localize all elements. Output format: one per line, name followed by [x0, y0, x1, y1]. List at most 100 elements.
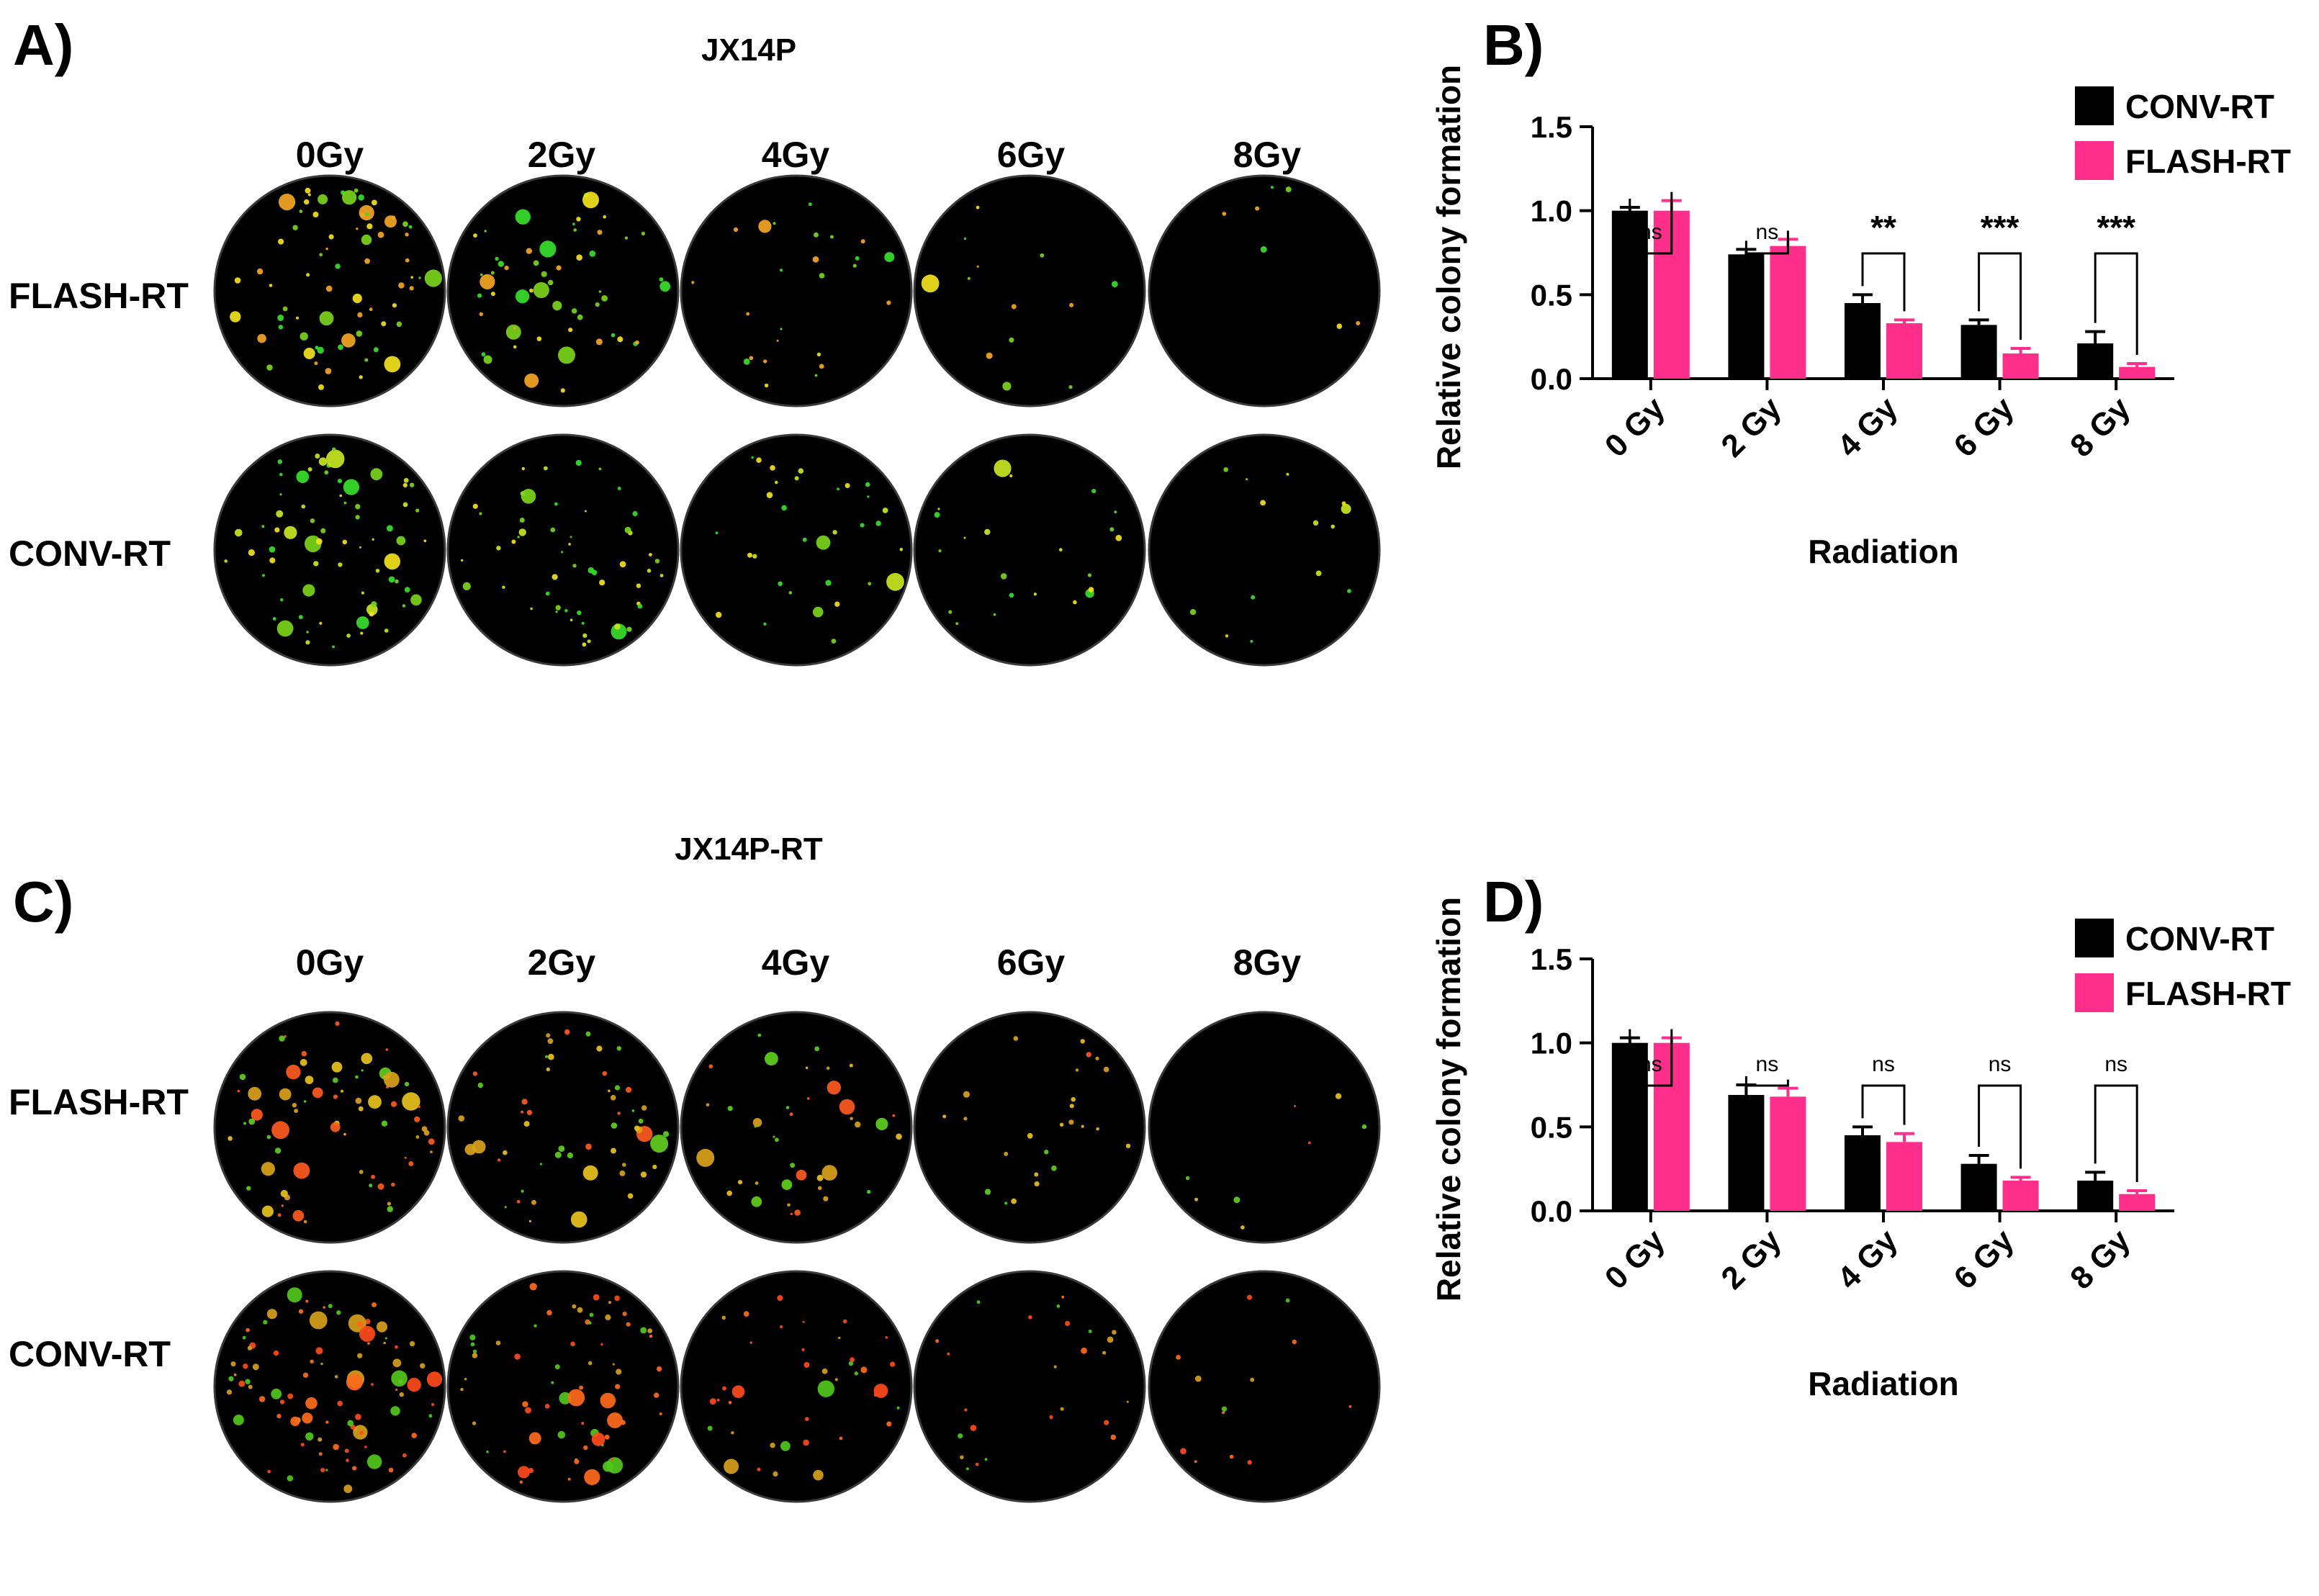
colony-dot — [430, 1150, 433, 1153]
dose-label: 2Gy — [528, 135, 596, 175]
colony-dot — [1194, 1460, 1197, 1464]
colony-dot — [975, 1462, 979, 1466]
colony-dot — [238, 1380, 246, 1387]
colony-dot — [302, 584, 315, 597]
colony-dot — [431, 1403, 434, 1406]
colony-dot — [358, 1106, 364, 1112]
colony-dot — [994, 459, 1012, 477]
colony-dot — [896, 1406, 900, 1410]
colony-dot — [310, 1359, 315, 1364]
colony-dot — [963, 237, 967, 240]
colony-dot — [1221, 1406, 1228, 1412]
colony-dot — [320, 1468, 325, 1473]
colony-dot — [564, 609, 568, 613]
colony-dot — [1225, 634, 1229, 638]
colony-dot — [325, 1469, 328, 1471]
colony-dot — [320, 1362, 323, 1366]
colony-dot — [756, 457, 762, 463]
colony-dot — [335, 263, 341, 269]
colony-dot — [387, 1206, 393, 1212]
colony-dot — [460, 1387, 464, 1392]
colony-dot — [307, 193, 311, 197]
colony-dot — [814, 232, 819, 238]
colony-dot — [428, 1138, 435, 1145]
colony-dot — [1335, 1093, 1342, 1099]
colony-dot — [361, 234, 372, 245]
colony-dot — [404, 587, 410, 592]
colony-dot — [825, 580, 832, 586]
colony-dot — [251, 1109, 263, 1121]
colony-dot — [226, 1389, 233, 1395]
colony-dot — [1033, 592, 1037, 596]
colony-dot — [577, 314, 583, 320]
colony-dot — [635, 340, 639, 345]
panel-c-title: JX14P-RT — [675, 831, 823, 867]
colony-dot — [239, 1073, 246, 1081]
colony-dot — [1176, 1355, 1181, 1360]
colony-dot — [544, 466, 548, 471]
colony-dot — [356, 616, 369, 629]
colony-dot — [261, 1162, 275, 1176]
colony-dot — [896, 1133, 902, 1140]
colony-dot — [277, 1213, 282, 1217]
colony-dot — [581, 1421, 585, 1425]
colony-dot — [582, 642, 587, 647]
colony-dot — [477, 293, 482, 298]
panel-c-dish-grid — [213, 1011, 1381, 1503]
colony-dot — [368, 1095, 382, 1109]
colony-dot — [984, 528, 991, 536]
colony-dot — [407, 1377, 421, 1392]
colony-dot — [366, 1454, 382, 1469]
colony-dot — [1114, 510, 1117, 514]
colony-dot — [303, 1219, 307, 1224]
dish-plate — [913, 1011, 1146, 1244]
x-tick-label: 0 Gy — [1598, 390, 1672, 464]
colony-dot — [589, 1312, 594, 1317]
colony-dot — [650, 1135, 669, 1153]
colony-dot — [318, 384, 324, 390]
colony-dot — [576, 254, 582, 261]
colony-dot — [305, 187, 311, 194]
colony-dot — [504, 266, 509, 271]
colony-dot — [899, 547, 904, 551]
colony-dot — [600, 1343, 603, 1346]
colony-dot — [544, 1404, 550, 1409]
colony-dot — [243, 1363, 248, 1369]
bar — [1845, 303, 1881, 379]
colony-dot — [315, 1347, 323, 1355]
colony-dot — [867, 495, 870, 498]
colony-dot — [827, 1081, 842, 1095]
colony-dot — [280, 598, 284, 602]
colony-dot — [315, 538, 323, 545]
colony-dot — [574, 1459, 580, 1464]
colony-dot — [584, 510, 587, 513]
dose-label: 4Gy — [762, 135, 830, 175]
colony-dot — [1044, 1150, 1049, 1155]
colony-dot — [418, 276, 421, 279]
colony-dot — [266, 1309, 277, 1320]
legend-label: FLASH-RT — [2125, 975, 2291, 1012]
colony-dot — [277, 315, 284, 321]
colony-dot — [616, 1046, 621, 1051]
significance-label: ns — [1756, 1052, 1779, 1076]
colony-dot — [1194, 1375, 1202, 1382]
dish-plate — [213, 1270, 446, 1503]
colony-dot — [608, 1301, 611, 1304]
colony-dot — [550, 527, 556, 533]
colony-dot — [890, 1361, 896, 1367]
colony-dot — [529, 1283, 537, 1291]
colony-dot — [993, 613, 996, 616]
dose-label: 4Gy — [762, 942, 830, 983]
colony-dot — [385, 1048, 389, 1051]
colony-dot — [278, 325, 284, 330]
colony-dot — [583, 1445, 588, 1451]
colony-dot — [372, 538, 374, 541]
colony-dot — [805, 1417, 809, 1421]
colony-dot — [754, 1124, 757, 1128]
colony-dot — [503, 1450, 506, 1453]
colony-dot — [415, 1135, 420, 1139]
colony-dot — [273, 1350, 279, 1356]
colony-dot — [261, 525, 265, 528]
colony-dot — [569, 618, 573, 621]
colony-dot — [428, 1414, 433, 1418]
